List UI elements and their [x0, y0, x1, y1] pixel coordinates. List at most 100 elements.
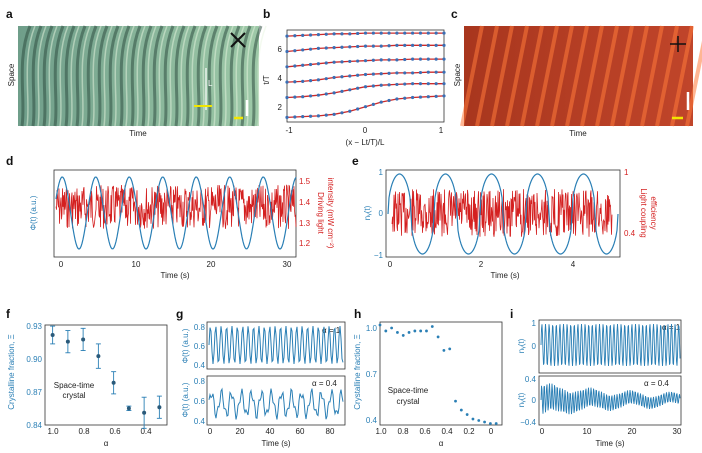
panel-e-plot: [387, 173, 619, 255]
panel-i-top-trace: [540, 323, 681, 367]
panel-a-stripe-light: [26, 25, 36, 127]
panel-b-point: [403, 96, 407, 100]
panel-f-xlabel: α: [104, 439, 109, 448]
panel-b-point: [340, 111, 344, 115]
panel-i-ylabel-bottom: nᵧ(t): [517, 392, 526, 407]
panel-b-point: [316, 33, 320, 37]
panel-d-plot: [55, 176, 297, 250]
panel-c: c Space Time: [451, 7, 702, 138]
panel-b-point: [308, 33, 313, 37]
panel-e-ytick-right: 1: [624, 168, 629, 177]
panel-d-ytick-right: 1.3: [299, 219, 311, 228]
panel-a-stripe: [207, 25, 219, 127]
panel-a-stripe: [196, 25, 208, 127]
panel-e-xtick: 4: [571, 260, 576, 269]
panel-c-stripe: [610, 25, 634, 127]
panel-h-point: [471, 417, 475, 421]
panel-f-point: [65, 339, 70, 344]
panel-b-point: [442, 70, 446, 74]
panel-d-xtick: 30: [283, 260, 292, 269]
panel-b-point: [379, 58, 383, 62]
panel-b-point: [340, 75, 344, 79]
panel-f-point: [111, 380, 116, 385]
panel-b-point: [403, 71, 407, 75]
panel-b-point: [340, 89, 344, 93]
panel-b-point: [395, 58, 399, 62]
panel-i-ytick-top: 0: [532, 342, 537, 351]
panel-a-stripe-light: [114, 25, 124, 127]
panel-b-point: [348, 109, 352, 113]
panel-b-point: [332, 46, 336, 50]
panel-g-top-trace: [208, 325, 344, 365]
panel-b-point: [434, 57, 438, 61]
panel-b-ytick: 6: [278, 45, 283, 54]
panel-a-stripe-light: [202, 25, 212, 127]
panel-b-point: [308, 47, 313, 51]
panel-a-stripe-light: [213, 25, 223, 127]
panel-b-point: [395, 71, 399, 75]
panel-b-point: [332, 75, 336, 80]
panel-b-point: [434, 82, 438, 86]
panel-a-stripe: [141, 25, 153, 127]
panel-b-point: [316, 114, 320, 118]
panel-a-label: a: [6, 7, 13, 21]
panel-e-xlabel: Time (s): [490, 271, 519, 280]
panel-f-ytick: 0.90: [26, 355, 42, 364]
panel-b-point: [340, 32, 344, 36]
panel-e-xtick: 2: [479, 260, 484, 269]
panel-b-point: [316, 62, 320, 66]
panel-i-xtick: 20: [628, 427, 637, 436]
panel-d: d Φ(t) (a.u.) Driving light intensity (m…: [6, 154, 335, 280]
panel-b-point: [285, 34, 289, 38]
panel-a-stripe: [64, 25, 76, 127]
panel-h-ytick: 1.0: [366, 324, 378, 333]
panel-b-point: [363, 31, 368, 35]
panel-f-point: [96, 354, 101, 359]
panel-b-ytick: 2: [278, 103, 283, 112]
panel-a-stripe-light: [125, 25, 135, 127]
panel-a-scale-label: L: [208, 79, 213, 88]
panel-i-bottom-trace: [540, 383, 681, 415]
panel-e-ytick-right: 0.4: [624, 229, 636, 238]
panel-b-axes: [286, 29, 445, 123]
panel-i-label: i: [510, 307, 513, 321]
panel-f-point: [157, 405, 162, 410]
panel-e-ylabel-right-2: efficiency: [649, 196, 658, 229]
panel-b-point: [324, 46, 328, 50]
panel-h-xtick: 1.0: [375, 427, 387, 436]
panel-b-point: [324, 92, 328, 96]
panel-f-point: [50, 333, 55, 337]
panel-a-stripe: [163, 25, 175, 127]
panel-i-xtick: 10: [583, 427, 592, 436]
panel-b-point: [308, 79, 313, 83]
panel-b-point: [301, 48, 305, 52]
panel-a-stripe-light: [180, 25, 190, 127]
panel-b-xtick: -1: [285, 126, 293, 135]
panel-h-point: [390, 326, 394, 330]
panel-h-point: [436, 335, 440, 339]
panel-b-point: [285, 49, 289, 54]
panel-a-stripe-light: [191, 25, 201, 127]
crossed-polarizer-icon: [230, 32, 246, 48]
panel-b-point: [324, 113, 328, 117]
panel-b-point: [348, 32, 352, 36]
panel-b-point: [316, 46, 320, 51]
panel-b-xlabel: (x − Lt/T)/L: [346, 138, 385, 147]
panel-i-bottom-axes: [538, 375, 682, 426]
panel-b-point: [434, 31, 438, 35]
panel-c-stripe: [565, 25, 589, 127]
panel-e-ny-trace: [387, 173, 619, 255]
panel-g-top-axes: [206, 321, 346, 370]
panel-a-stripe: [251, 25, 263, 127]
panel-g-bottom-axes: [206, 375, 346, 426]
panel-a-stripe: [97, 25, 109, 127]
panel-a-stripe: [42, 25, 54, 127]
panel-g-xtick: 0: [208, 427, 213, 436]
panel-b-point: [434, 94, 438, 98]
panel-g-xtick: 20: [236, 427, 245, 436]
panel-c-stripe: [475, 25, 499, 127]
panel-g-alpha-top: α = 1: [322, 326, 341, 335]
panel-g-ylabel-bottom: Φ(t) (a.u.): [181, 382, 190, 417]
panel-d-xtick: 10: [132, 260, 141, 269]
panel-b-point: [301, 63, 305, 67]
